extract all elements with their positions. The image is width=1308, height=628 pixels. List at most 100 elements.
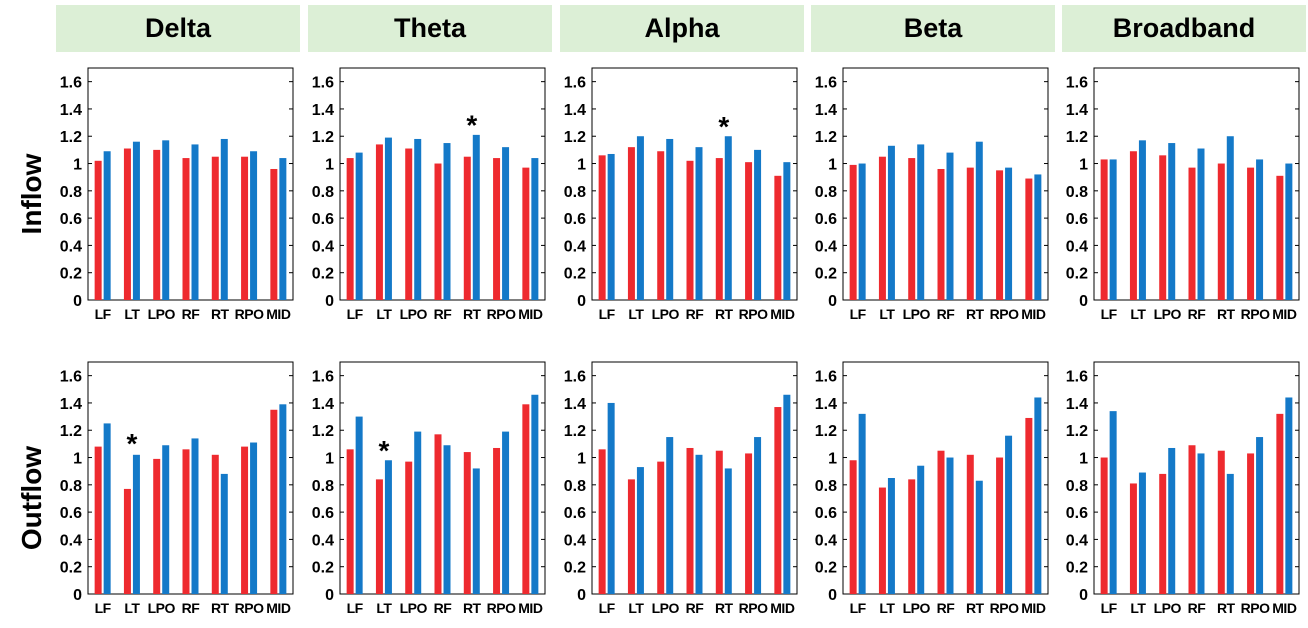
chart-inflow-theta-bar-series1-mid: [522, 167, 530, 300]
chart-outflow-theta-ytick-label: 0.8: [312, 478, 334, 495]
chart-outflow-alpha-ytick-label: 0.6: [564, 505, 586, 522]
chart-outflow-broadband-xtick-label: MID: [1272, 600, 1297, 616]
chart-inflow-theta-bar-series2-lf: [355, 152, 363, 300]
chart-outflow-broadband-ytick-label: 0.8: [1066, 478, 1088, 495]
chart-outflow-delta-bar-series2-lf: [103, 423, 111, 594]
chart-inflow-alpha-xtick-label: RT: [715, 306, 734, 322]
chart-inflow-broadband-ytick-label: 0.8: [1066, 184, 1088, 201]
chart-inflow-alpha-xtick-label: RF: [686, 306, 705, 322]
chart-outflow-delta-xtick-label: RT: [211, 600, 230, 616]
chart-inflow-broadband-ytick-label: 0.4: [1066, 238, 1088, 255]
chart-inflow-delta-bar-series1-lt: [123, 148, 131, 300]
chart-outflow-delta-bar-series2-lt: [132, 454, 140, 594]
chart-outflow-theta-bar-series2-rt: [472, 468, 480, 594]
chart-outflow-broadband-frame: [1093, 361, 1300, 595]
chart-inflow-beta-bar-series1-rf: [937, 168, 945, 300]
chart-inflow-theta-bar-series2-lt: [384, 137, 392, 300]
chart-outflow-broadband-ytick-label: 0.4: [1066, 532, 1088, 549]
chart-outflow-broadband-ytick-label: 0.6: [1066, 505, 1088, 522]
chart-outflow-alpha-xtick-label: LF: [599, 600, 616, 616]
chart-inflow-beta: 0 0.2 0.4 0.6 0.8 1 1.2 1.4 1.6 LF LT LPO RF RT RPO MID: [815, 67, 1049, 322]
chart-inflow-beta-bar-series1-mid: [1025, 178, 1033, 300]
chart-inflow-theta-ytick-label: 0: [325, 293, 334, 310]
chart-outflow-theta-bar-series1-rf: [434, 434, 442, 594]
chart-outflow-theta-ytick-label: 1.4: [312, 396, 334, 413]
chart-outflow-delta-annotation: *: [126, 428, 137, 459]
chart-outflow-beta-bar-series1-rt: [966, 454, 974, 594]
chart-outflow-theta-bar-series2-lpo: [414, 431, 422, 594]
chart-inflow-theta-bar-series1-lf: [346, 158, 354, 300]
chart-inflow-theta-ytick-label: 0.4: [312, 238, 334, 255]
chart-inflow-beta-xtick-label: RPO: [990, 306, 1019, 322]
chart-outflow-broadband-xtick-label: RPO: [1241, 600, 1270, 616]
chart-outflow-delta-bar-series1-rt: [211, 454, 219, 594]
chart-inflow-alpha-xtick-label: LF: [599, 306, 616, 322]
chart-outflow-alpha-xtick-label: LT: [628, 600, 644, 616]
chart-outflow-delta-ytick-label: 0.2: [60, 560, 82, 577]
chart-inflow-beta-ytick-label: 1.6: [815, 75, 837, 92]
chart-inflow-theta: 0 0.2 0.4 0.6 0.8 1 1.2 1.4 1.6 LF LT LPO RF RT RPO MID…: [312, 67, 546, 322]
chart-outflow-theta: 0 0.2 0.4 0.6 0.8 1 1.2 1.4 1.6 LF LT LPO RF RT RPO MID…: [312, 361, 546, 616]
chart-inflow-alpha-bar-series1-lt: [627, 147, 635, 300]
chart-outflow-broadband-bar-series2-lt: [1138, 472, 1146, 594]
chart-outflow-broadband-bar-series2-lf: [1109, 411, 1117, 594]
chart-outflow-broadband-bar-series1-lpo: [1159, 473, 1167, 594]
chart-inflow-beta-xtick-label: RT: [966, 306, 985, 322]
chart-inflow-theta-bar-series1-rt: [463, 156, 471, 300]
chart-outflow-beta-ytick-label: 0.8: [815, 478, 837, 495]
chart-outflow-beta-bar-series2-rt: [975, 480, 983, 594]
chart-outflow-beta-xtick-label: MID: [1021, 600, 1046, 616]
chart-inflow-broadband-xtick-label: RF: [1188, 306, 1207, 322]
chart-outflow-beta-ytick-label: 1.6: [815, 369, 837, 386]
chart-outflow-broadband-xtick-label: LF: [1101, 600, 1118, 616]
chart-inflow-alpha-ytick-label: 0.4: [564, 238, 586, 255]
chart-outflow-delta-frame: [87, 361, 294, 595]
chart-outflow-alpha-ytick-label: 0: [577, 587, 586, 604]
chart-inflow-delta-ytick-label: 0.6: [60, 211, 82, 228]
chart-outflow-delta-bar-series2-rt: [220, 473, 228, 594]
chart-outflow-alpha-xtick-label: RPO: [739, 600, 768, 616]
chart-inflow-alpha-bar-series1-rt: [715, 158, 723, 300]
chart-inflow-beta-bar-series1-lf: [849, 164, 857, 300]
chart-inflow-delta-bar-series2-rt: [220, 138, 228, 300]
chart-inflow-delta-ytick-label: 0.8: [60, 184, 82, 201]
chart-outflow-theta-bar-series2-lt: [384, 460, 392, 594]
chart-inflow-broadband-ytick-label: 1.6: [1066, 75, 1088, 92]
chart-outflow-beta-bar-series2-rf: [946, 457, 954, 594]
chart-outflow-theta-bar-series1-mid: [522, 404, 530, 594]
chart-outflow-beta-bar-series2-mid: [1034, 397, 1042, 594]
chart-outflow-alpha-bar-series2-lpo: [666, 437, 674, 594]
chart-outflow-beta-xtick-label: LF: [850, 600, 867, 616]
chart-inflow-delta-bar-series1-lf: [94, 160, 102, 300]
chart-outflow-broadband-ytick-label: 1.4: [1066, 396, 1088, 413]
chart-inflow-broadband-bar-series2-rf: [1197, 148, 1205, 300]
band-header-delta: Delta: [56, 5, 300, 52]
chart-inflow-theta-ytick-label: 0.8: [312, 184, 334, 201]
chart-inflow-beta-ytick-label: 1.4: [815, 102, 837, 119]
chart-outflow-theta-bar-series1-rpo: [493, 447, 501, 594]
chart-inflow-delta-bar-series2-lf: [103, 151, 111, 300]
chart-inflow-theta-ytick-label: 1.6: [312, 75, 334, 92]
chart-outflow-beta-frame: [842, 361, 1049, 595]
chart-inflow-broadband-xtick-label: LF: [1101, 306, 1118, 322]
chart-inflow-delta-xtick-label: RT: [211, 306, 230, 322]
chart-inflow-broadband-bar-series2-mid: [1285, 163, 1293, 300]
chart-outflow-theta-bar-series2-mid: [531, 394, 539, 594]
chart-outflow-delta-ytick-label: 0.8: [60, 478, 82, 495]
chart-outflow-theta-xtick-label: LF: [347, 600, 364, 616]
chart-outflow-alpha-bar-series2-lf: [607, 402, 615, 594]
chart-outflow-alpha-bar-series2-rpo: [754, 437, 762, 594]
chart-inflow-theta-xtick-label: LF: [347, 306, 364, 322]
chart-outflow-broadband-bar-series1-rpo: [1247, 453, 1255, 594]
chart-inflow-delta-frame: [87, 67, 294, 301]
chart-outflow-broadband-bar-series1-mid: [1276, 413, 1284, 594]
chart-outflow-alpha-ytick-label: 0.2: [564, 560, 586, 577]
chart-inflow-broadband-bar-series1-rf: [1188, 167, 1196, 300]
chart-inflow-alpha-bar-series1-mid: [774, 175, 782, 300]
chart-outflow-theta-bar-series2-lf: [355, 416, 363, 594]
chart-inflow-theta-bar-series1-rpo: [493, 158, 501, 300]
chart-outflow-alpha-bar-series1-rf: [686, 447, 694, 594]
chart-outflow-broadband-bar-series1-lf: [1100, 457, 1108, 594]
chart-outflow-broadband-bar-series2-rf: [1197, 453, 1205, 594]
chart-outflow-alpha-frame: [591, 361, 798, 595]
